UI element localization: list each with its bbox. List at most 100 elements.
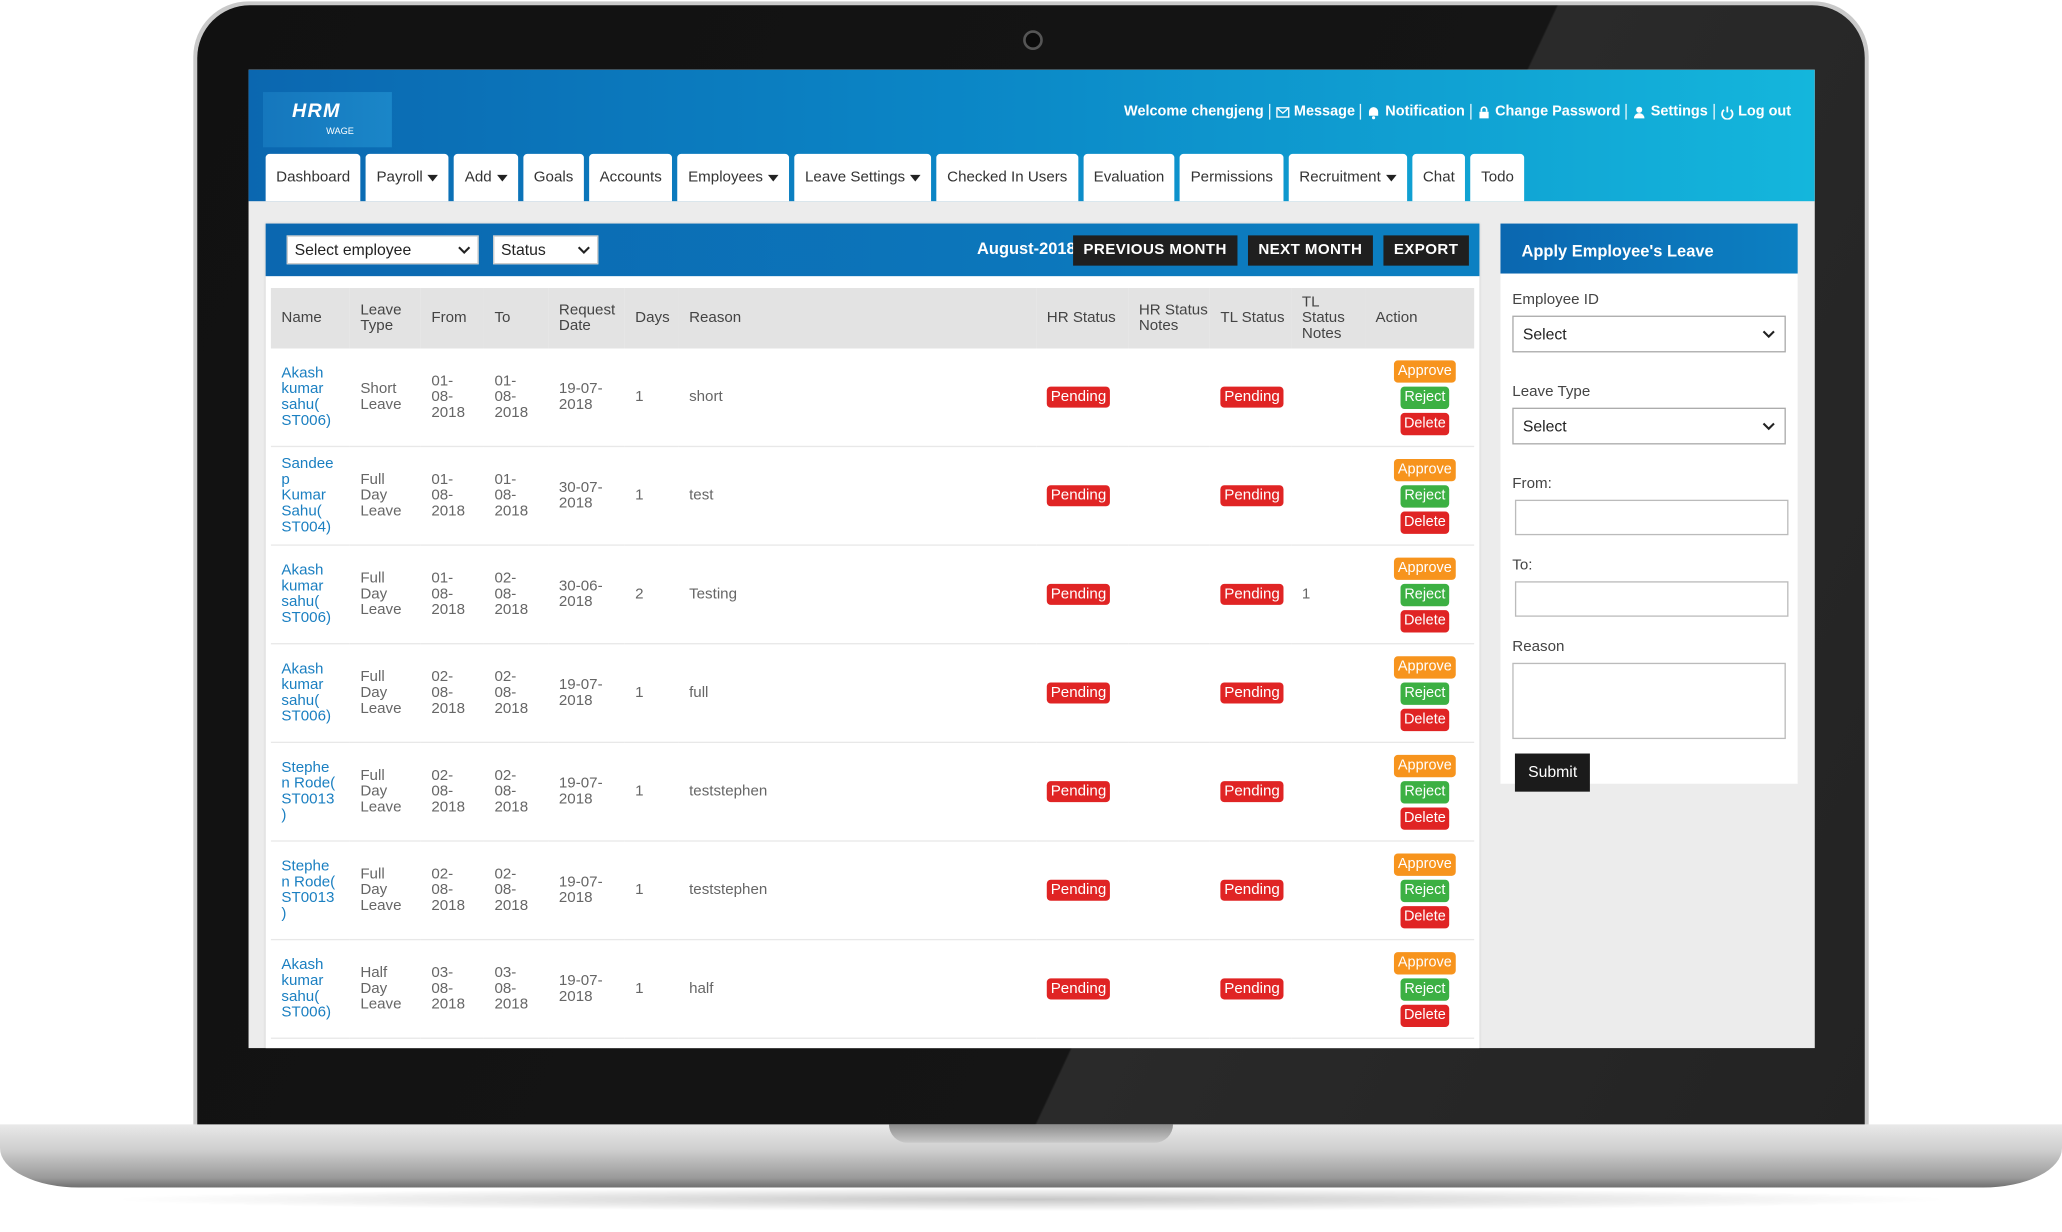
logo[interactable]: HRM WAGE (263, 92, 392, 148)
user-link[interactable]: Message (1270, 103, 1362, 120)
status-badge: Pending (1046, 583, 1111, 605)
cell: Akash kumar sahu( ST006) (270, 545, 350, 645)
tab-label: Evaluation (1093, 169, 1165, 186)
text-input[interactable] (1514, 581, 1789, 617)
chevron (1762, 329, 1775, 338)
actions: Approve Reject Delete (1376, 852, 1475, 928)
table-row: Stephen Rode( ST0013) Full Day Leave 02-08… (270, 840, 1475, 941)
nav-tab[interactable]: Dashboard (265, 153, 361, 202)
icon (1369, 106, 1379, 119)
action-button[interactable]: Approve (1393, 852, 1456, 876)
text-input[interactable] (1514, 499, 1789, 536)
actions: Approve Reject Delete (1376, 951, 1475, 1027)
nav-tab[interactable]: Add (454, 153, 518, 202)
cell: Full Day Leave (349, 742, 421, 842)
cell (1128, 643, 1210, 744)
select-text: Select (1522, 324, 1567, 344)
action-button[interactable]: Reject (1400, 385, 1450, 409)
cell: 02-08-2018 (483, 643, 549, 744)
nav-tab[interactable]: Checked In Users (936, 153, 1078, 202)
column-header: Request Date (548, 287, 625, 349)
select-box[interactable]: Select (1512, 315, 1786, 353)
nav-tab[interactable]: Accounts (589, 153, 673, 202)
submit-button[interactable]: Submit (1514, 753, 1591, 792)
cell-text: teststephen (689, 882, 768, 899)
cell: teststephen (678, 840, 1037, 941)
action-button[interactable]: Approve (1393, 359, 1456, 383)
action-button[interactable]: Delete (1399, 708, 1450, 731)
action-button[interactable]: Reject (1400, 977, 1450, 1001)
employee-link[interactable]: Stephen Rode( ST0013) (281, 858, 336, 922)
action-button[interactable]: Approve (1393, 556, 1456, 580)
action-button[interactable]: Approve (1393, 458, 1456, 481)
cell: Pending (1209, 840, 1292, 941)
cell: Akash kumar sahu( ST006) (270, 348, 350, 448)
cell-text: 03-08-2018 (494, 965, 529, 1013)
column-header: TL Status Notes (1291, 287, 1366, 349)
notch (888, 1124, 1174, 1143)
status-select[interactable]: Status (493, 235, 599, 265)
cell: 2 (624, 545, 679, 645)
employee-link[interactable]: Akash kumar sahu( ST006) (281, 365, 332, 429)
toolbar-button[interactable]: NEXT MONTH (1247, 235, 1373, 266)
link-text: Log out (1738, 103, 1792, 120)
cell: 1 (624, 939, 679, 1039)
cell: Approve Reject Delete (1365, 939, 1475, 1039)
action-button[interactable]: Delete (1399, 412, 1450, 435)
textarea[interactable] (1512, 662, 1786, 740)
action-button[interactable]: Reject (1400, 879, 1450, 902)
cell: 02-08-2018 (483, 545, 549, 645)
cell-text: short (689, 389, 723, 406)
employee-link[interactable]: Akash kumar sahu( ST006) (281, 661, 332, 725)
action-button[interactable]: Approve (1393, 951, 1456, 974)
cell: Testing (678, 545, 1037, 645)
cell: 03-08-2018 (420, 939, 484, 1039)
user-link[interactable]: Notification (1362, 103, 1472, 120)
logo-subtitle: WAGE (326, 127, 354, 137)
action-button[interactable]: Reject (1400, 583, 1450, 606)
select-box[interactable]: Select (1512, 407, 1786, 445)
cell-text: 02-08-2018 (494, 866, 529, 914)
action-button[interactable]: Reject (1400, 484, 1450, 507)
user-link[interactable]: Log out (1714, 104, 1796, 120)
toolbar-button[interactable]: PREVIOUS MONTH (1072, 235, 1238, 266)
nav-tab[interactable]: Chat (1412, 153, 1466, 202)
cell: Pending (1209, 348, 1292, 448)
nav-tab[interactable]: Recruitment (1288, 153, 1408, 202)
nav-tab[interactable]: Evaluation (1083, 153, 1175, 202)
action-button[interactable]: Approve (1393, 754, 1456, 777)
employee-link[interactable]: Sandeep Kumar Sahu( ST004) (281, 456, 334, 536)
tab-label: Goals (533, 169, 574, 186)
nav-tab[interactable]: Employees (677, 153, 790, 202)
nav-tab[interactable]: Permissions (1180, 153, 1284, 202)
tab-label: Dashboard (276, 169, 351, 186)
table-row: Sandeep Kumar Sahu( ST004) Full Day Leave… (270, 446, 1475, 546)
table-row: Stephen Rode( ST0013) Full Day Leave 02-08… (270, 742, 1475, 842)
action-button[interactable]: Delete (1399, 905, 1450, 928)
user-link[interactable]: Change Password (1471, 103, 1628, 120)
nav-tab[interactable]: Payroll (365, 153, 449, 202)
employee-link[interactable]: Akash kumar sahu( ST006) (281, 957, 332, 1021)
status-badge: Pending (1046, 386, 1111, 408)
cell: 1 (624, 348, 679, 448)
toolbar-button[interactable]: EXPORT (1383, 235, 1469, 266)
employee-link[interactable]: Stephen Rode( ST0013) (281, 760, 336, 824)
action-button[interactable]: Reject (1400, 681, 1450, 705)
cell: 01-08-2018 (483, 348, 549, 448)
status-badge: Pending (1046, 781, 1111, 803)
user-link[interactable]: Settings (1627, 103, 1715, 120)
action-button[interactable]: Delete (1399, 1004, 1450, 1027)
action-button[interactable]: Delete (1399, 609, 1450, 632)
cell: 19-07-2018 (548, 840, 625, 941)
action-button[interactable]: Delete (1399, 806, 1450, 830)
employee-select[interactable]: Select employee (286, 235, 479, 265)
nav-tab[interactable]: Leave Settings (794, 153, 932, 202)
nav-tab[interactable]: Goals (523, 153, 584, 202)
column-header: HR Status (1036, 287, 1129, 349)
action-button[interactable]: Reject (1400, 780, 1450, 803)
action-button[interactable]: Delete (1399, 510, 1450, 534)
cell-text: Full Day Leave (360, 472, 402, 520)
employee-link[interactable]: Akash kumar sahu( ST006) (281, 562, 332, 626)
action-button[interactable]: Approve (1393, 655, 1456, 678)
nav-tab[interactable]: Todo (1470, 153, 1525, 202)
